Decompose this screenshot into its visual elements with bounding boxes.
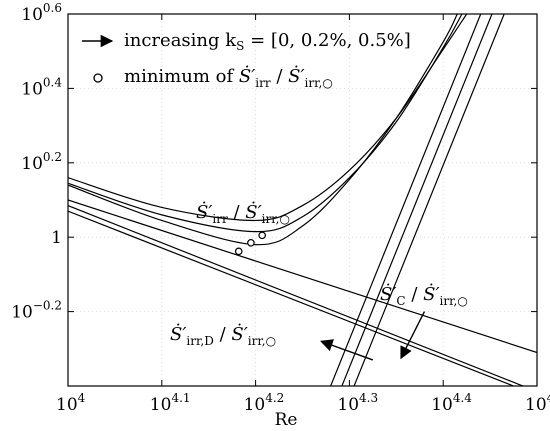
y-tick-label-0: 10−0.2 — [11, 299, 62, 323]
x-tick-exp-2: 4.2 — [265, 391, 284, 405]
y-tick-label-2: 100.2 — [21, 150, 62, 174]
annotation-d-den-sub: irr,○ — [248, 334, 276, 348]
x-tick-base-4: 10 — [431, 395, 453, 415]
y-tick-exp-2: 0.2 — [43, 150, 62, 164]
annotation-irr-den-sub: irr,○ — [262, 212, 290, 226]
x-tick-label-2: 104.2 — [244, 391, 285, 415]
legend-entry-ks: increasing kS = [0, 0.2%, 0.5%] — [124, 30, 411, 53]
y-tick-label-1: 1 — [51, 228, 62, 248]
annotation-c-slash: / — [406, 284, 424, 305]
legend-minimum-math-4: irr,○ — [305, 76, 333, 90]
x-tick-label-0: 104 — [56, 391, 86, 415]
y-tick-base-4: 10 — [21, 5, 43, 25]
y-tick-label-3: 100.4 — [21, 75, 62, 99]
x-tick-base-1: 10 — [150, 395, 172, 415]
legend-entry-ks-part-1: S — [236, 39, 244, 53]
legend-minimum-math-2: / — [271, 66, 289, 87]
minimum-marker-0 — [234, 247, 243, 256]
annotation-irr-num-symbol: Ṡ′ — [196, 200, 212, 223]
annotation-d: Ṡ′irr,D / Ṡ′irr,○ — [170, 322, 276, 348]
x-tick-exp-3: 4.3 — [359, 391, 378, 405]
annotation-irr-text: Ṡ′irr / Ṡ′irr,○ — [196, 200, 290, 226]
series-line-8 — [68, 210, 514, 386]
y-tick-exp-3: 0.4 — [43, 75, 62, 89]
x-tick-exp-5: 4.5 — [547, 391, 550, 405]
series-line-5 — [353, 14, 505, 386]
x-tick-base-5: 10 — [525, 395, 547, 415]
annotation-irr-den-symbol: Ṡ′ — [245, 200, 261, 223]
series-line-3 — [330, 14, 482, 386]
x-tick-label-3: 104.3 — [337, 391, 378, 415]
y-tick-base-0: 10 — [11, 303, 33, 323]
annotation-c: Ṡ′C / Ṡ′irr,○ — [380, 282, 468, 308]
annotation-irr: Ṡ′irr / Ṡ′irr,○ — [196, 200, 290, 226]
annotation-arrows — [320, 311, 426, 361]
x-tick-base-2: 10 — [244, 395, 266, 415]
legend-circle-symbol — [93, 73, 103, 83]
x-tick-base-3: 10 — [337, 395, 359, 415]
series-line-7 — [68, 205, 524, 386]
x-tick-exp-0: 4 — [78, 391, 86, 405]
series-line-6 — [68, 199, 537, 354]
x-tick-base-0: 10 — [56, 395, 78, 415]
legend-minimum-math-3: Ṡ′ — [288, 64, 304, 87]
plot-frame — [67, 13, 538, 387]
legend: increasing kS = [0, 0.2%, 0.5%]minimum o… — [82, 30, 411, 90]
x-axis-label: Re — [275, 410, 298, 430]
annotation-c-num-sub: C — [396, 294, 405, 308]
x-tick-label-5: 104.5 — [525, 391, 550, 415]
minimum-marker-1 — [247, 238, 255, 247]
series-group — [68, 14, 537, 386]
minima-markers — [234, 231, 266, 256]
series-line-2 — [68, 14, 468, 222]
annotation-c-den-symbol: Ṡ′ — [423, 282, 439, 305]
minimum-marker-2 — [258, 231, 266, 240]
axis-ticks: 104104.1104.2104.3104.4104.510−0.21100.2… — [11, 1, 550, 415]
d-arrow — [320, 339, 374, 361]
annotation-irr-slash: / — [228, 202, 246, 223]
annotation-irr-num-sub: irr — [212, 212, 228, 226]
series-line-0 — [68, 14, 458, 246]
annotation-d-den-symbol: Ṡ′ — [231, 322, 247, 345]
legend-entry-minimum: minimum of Ṡ′irr / Ṡ′irr,○ — [124, 64, 333, 90]
x-tick-label-4: 104.4 — [431, 391, 472, 415]
x-tick-exp-4: 4.4 — [453, 391, 472, 405]
annotation-d-slash: / — [214, 324, 232, 345]
annotation-d-num-symbol: Ṡ′ — [170, 322, 186, 345]
annotation-d-num-sub: irr,D — [186, 334, 213, 348]
legend-entry-ks-part-2: = [0, 0.2%, 0.5%] — [244, 30, 410, 51]
c-arrow — [400, 311, 426, 360]
legend-minimum-prefix: minimum of — [124, 66, 239, 87]
legend-minimum-math-0: Ṡ′ — [239, 64, 255, 87]
legend-minimum-math-1: irr — [255, 76, 271, 90]
y-tick-exp-4: 0.6 — [43, 1, 62, 15]
annotation-d-text: Ṡ′irr,D / Ṡ′irr,○ — [170, 322, 276, 348]
annotation-c-num-symbol: Ṡ′ — [380, 282, 396, 305]
y-tick-base-3: 10 — [21, 79, 43, 99]
y-tick-base-2: 10 — [21, 154, 43, 174]
x-tick-exp-1: 4.1 — [171, 391, 190, 405]
y-tick-exp-0: −0.2 — [33, 299, 62, 313]
annotation-c-den-sub: irr,○ — [440, 294, 468, 308]
y-tick-label-4: 100.6 — [21, 1, 62, 25]
x-tick-label-1: 104.1 — [150, 391, 191, 415]
legend-entry-ks-part-0: increasing k — [124, 30, 237, 51]
annotation-c-text: Ṡ′C / Ṡ′irr,○ — [380, 282, 468, 308]
